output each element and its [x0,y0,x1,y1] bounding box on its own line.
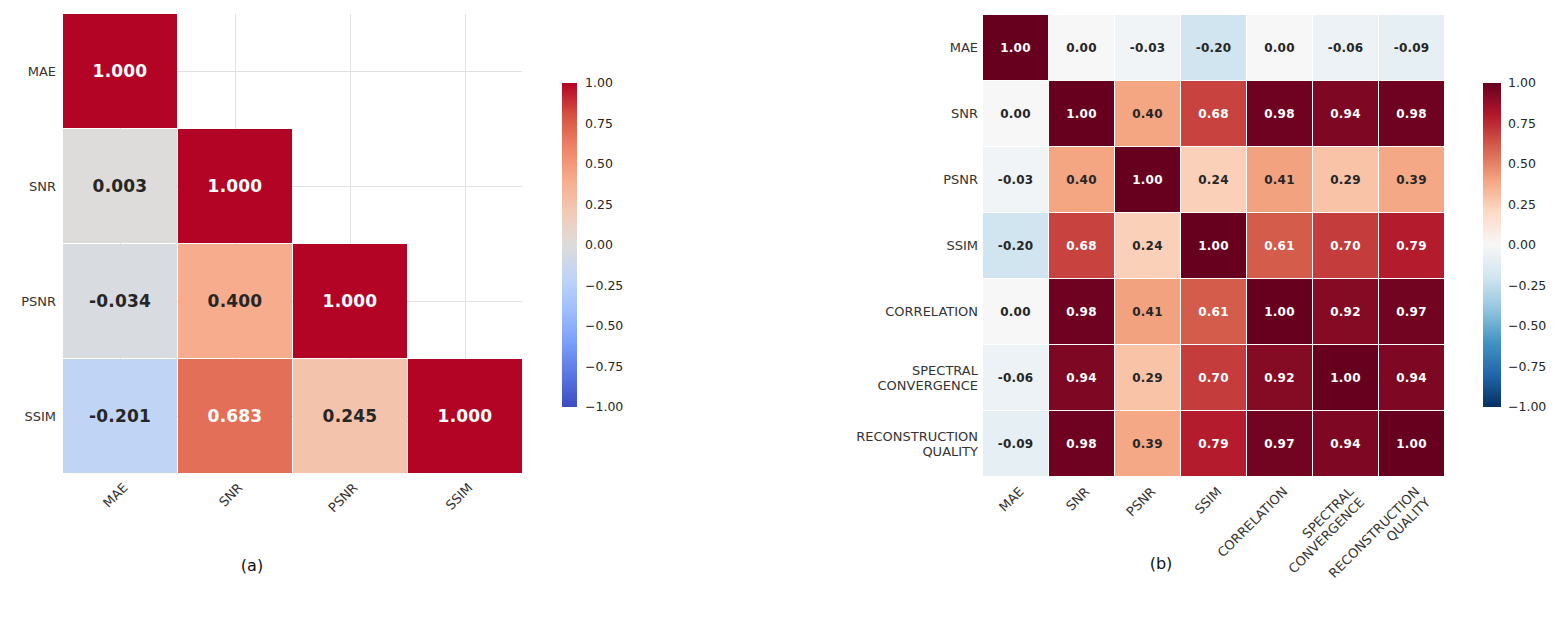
heatmap-cell: 0.41 [1115,279,1180,344]
y-tick-label: SNR [748,81,978,146]
y-tick-label: SPECTRAL CONVERGENCE [748,345,978,410]
colorbar-tick-label: −1.00 [585,399,623,415]
heatmap-cell: -0.03 [1115,15,1180,80]
heatmap-cell: 1.00 [1247,279,1312,344]
colorbar-tick-label: 1.00 [585,75,613,91]
heatmap-cell: 1.000 [63,14,177,128]
heatmap-cell: 0.683 [178,359,292,473]
heatmap-cell: 1.00 [1379,411,1444,476]
colorbar-tick-label: 0.75 [585,116,613,132]
heatmap-cell: 0.400 [178,244,292,358]
y-tick-label: RECONSTRUCTION QUALITY [748,411,978,476]
heatmap-cell: 0.41 [1247,147,1312,212]
heatmap-cell: 0.97 [1379,279,1444,344]
heatmap-cell: 0.98 [1049,411,1114,476]
heatmap-cell: 0.245 [293,359,407,473]
y-tick-label: CORRELATION [748,279,978,344]
heatmap-cell: 1.00 [1115,147,1180,212]
heatmap-cell: 0.92 [1313,279,1378,344]
heatmap-cell: 0.29 [1313,147,1378,212]
colorbar-tick-label: −0.25 [1508,278,1546,294]
heatmap-cell: 1.000 [293,244,407,358]
colorbar-gradient [1483,83,1501,407]
heatmap-cell: 1.00 [1049,81,1114,146]
heatmap-cell: 0.94 [1049,345,1114,410]
colorbar-tick-label: −0.75 [1508,359,1546,375]
colorbar-tick-label: 0.00 [585,237,613,253]
colorbar-tick-label: 0.25 [585,197,613,213]
heatmap-cell: 0.00 [983,81,1048,146]
colorbar-tick-label: −0.25 [585,278,623,294]
y-tick-label: SNR [0,129,56,243]
colorbar-tick-label: −0.75 [585,359,623,375]
heatmap-cell: 0.68 [1049,213,1114,278]
colorbar-tick-label: −1.00 [1508,399,1546,415]
colorbar-tick-label: 0.50 [1508,156,1536,172]
heatmap-cell: -0.034 [63,244,177,358]
colorbar-tick-label: 1.00 [1508,75,1536,91]
heatmap-cell: -0.06 [983,345,1048,410]
heatmap-cell: 0.003 [63,129,177,243]
heatmap-cell: 0.00 [1247,15,1312,80]
heatmap-cell: 0.00 [1049,15,1114,80]
heatmap-cell: 0.70 [1313,213,1378,278]
heatmap-cell: 0.40 [1049,147,1114,212]
heatmap-cell: 0.68 [1181,81,1246,146]
colorbar-tick-label: −0.50 [1508,318,1546,334]
heatmap-cell: 0.24 [1181,147,1246,212]
heatmap-cell: 0.79 [1379,213,1444,278]
heatmap-cell: 1.000 [408,359,522,473]
figure-canvas: 1.0000.0031.000-0.0340.4001.000-0.2010.6… [0,0,1563,623]
x-tick-label: MAE [874,484,1026,623]
heatmap-cell: 1.00 [1181,213,1246,278]
y-tick-label: SSIM [748,213,978,278]
heatmap-cell: 1.00 [1313,345,1378,410]
heatmap-cell: -0.20 [983,213,1048,278]
heatmap-cell: 0.94 [1313,81,1378,146]
heatmap-cell: -0.09 [1379,15,1444,80]
heatmap-cell: 0.92 [1247,345,1312,410]
colorbar-tick-label: −0.50 [585,318,623,334]
y-tick-label: MAE [0,14,56,128]
heatmap-cell: 0.94 [1379,345,1444,410]
heatmap-cell: 0.98 [1379,81,1444,146]
heatmap-cell: 1.00 [983,15,1048,80]
y-tick-label: SSIM [0,359,56,473]
heatmap-cell: -0.03 [983,147,1048,212]
heatmap-cell: 0.94 [1313,411,1378,476]
y-tick-label: MAE [748,15,978,80]
colorbar-tick-label: 0.75 [1508,116,1536,132]
heatmap-cell: 0.79 [1181,411,1246,476]
heatmap-cell: 0.39 [1379,147,1444,212]
heatmap-cell: 0.61 [1181,279,1246,344]
heatmap-cell: -0.09 [983,411,1048,476]
colorbar-tick-label: 0.50 [585,156,613,172]
heatmap-cell: 0.98 [1049,279,1114,344]
heatmap-cell: 0.00 [983,279,1048,344]
heatmap-cell: 0.98 [1247,81,1312,146]
heatmap-cell: 0.39 [1115,411,1180,476]
heatmap-cell: 0.97 [1247,411,1312,476]
heatmap-cell: 0.24 [1115,213,1180,278]
heatmap-cell: 1.000 [178,129,292,243]
colorbar-gradient [562,83,577,407]
heatmap-cell: 0.70 [1181,345,1246,410]
colorbar-tick-label: 0.00 [1508,237,1536,253]
heatmap-cell: -0.06 [1313,15,1378,80]
y-tick-label: PSNR [748,147,978,212]
heatmap-cell: -0.20 [1181,15,1246,80]
heatmap-cell: -0.201 [63,359,177,473]
heatmap-cell: 0.61 [1247,213,1312,278]
colorbar-tick-label: 0.25 [1508,197,1536,213]
heatmap-cell: 0.29 [1115,345,1180,410]
heatmap-cell: 0.40 [1115,81,1180,146]
y-tick-label: PSNR [0,244,56,358]
